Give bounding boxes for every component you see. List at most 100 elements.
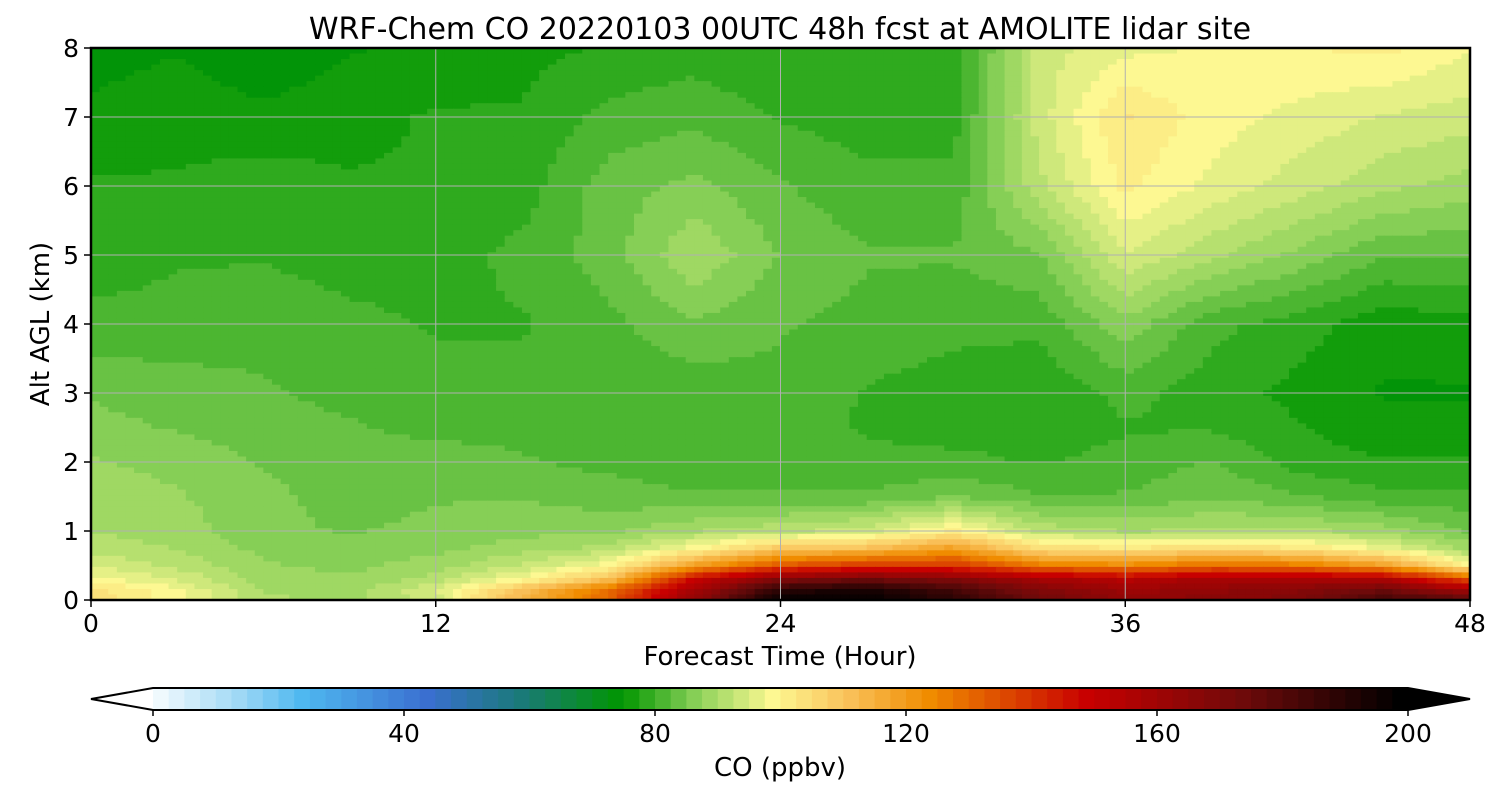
contour-cell — [340, 53, 351, 60]
contour-cell — [470, 64, 480, 71]
contour-cell — [1194, 119, 1204, 126]
contour-cell — [1228, 64, 1238, 71]
contour-cell — [444, 130, 454, 137]
contour-cell — [1004, 81, 1014, 88]
contour-cell — [1297, 180, 1307, 187]
contour-cell — [832, 108, 842, 115]
contour-cell — [1254, 141, 1264, 148]
contour-cell — [1039, 147, 1049, 154]
contour-cell — [1030, 197, 1040, 204]
contour-cell — [194, 130, 204, 137]
contour-cell — [978, 92, 988, 99]
contour-cell — [1064, 125, 1075, 132]
contour-cell — [1289, 119, 1299, 126]
contour-cell — [142, 197, 152, 204]
contour-cell — [565, 125, 575, 132]
contour-cell — [1021, 86, 1032, 93]
contour-cell — [254, 202, 264, 209]
contour-cell — [1185, 59, 1195, 66]
contour-cell — [392, 125, 402, 132]
contour-cell — [1383, 136, 1394, 143]
contour-cell — [590, 158, 601, 165]
contour-cell — [1357, 141, 1368, 148]
contour-cell — [427, 81, 437, 88]
contour-cell — [1021, 197, 1032, 204]
contour-cell — [702, 202, 713, 209]
contour-cell — [280, 202, 290, 209]
contour-cell — [1435, 53, 1445, 60]
contour-cell — [1039, 125, 1049, 132]
contour-cell — [496, 70, 506, 77]
contour-cell — [125, 48, 135, 55]
contour-cell — [1306, 136, 1316, 143]
contour-cell — [1383, 152, 1394, 159]
contour-cell — [220, 213, 230, 220]
contour-cell — [1168, 169, 1178, 176]
contour-cell — [659, 125, 670, 132]
contour-cell — [1461, 59, 1471, 66]
contour-cell — [539, 186, 549, 193]
contour-cell — [366, 208, 377, 215]
contour-cell — [108, 119, 118, 126]
contour-cell — [565, 213, 575, 220]
contour-cell — [651, 180, 661, 187]
contour-cell — [1211, 97, 1221, 104]
contour-cell — [720, 163, 730, 171]
contour-cell — [125, 86, 135, 93]
contour-cell — [1280, 197, 1290, 204]
contour-cell — [125, 108, 135, 115]
contour-cell — [1444, 97, 1454, 104]
contour-cell — [211, 219, 221, 226]
contour-cell — [159, 163, 170, 171]
contour-cell — [1237, 53, 1247, 60]
contour-cell — [194, 158, 204, 165]
contour-cell — [1039, 174, 1049, 182]
contour-cell — [608, 92, 618, 99]
contour-cell — [806, 64, 816, 71]
contour-cell — [970, 141, 980, 148]
contour-cell — [530, 202, 540, 209]
contour-cell — [177, 108, 187, 115]
contour-cell — [556, 169, 566, 176]
contour-cell — [883, 48, 894, 55]
contour-cell — [1211, 202, 1221, 209]
contour-cell — [392, 92, 402, 99]
contour-cell — [1332, 208, 1342, 215]
contour-cell — [1159, 125, 1169, 132]
contour-cell — [883, 119, 894, 126]
contour-cell — [1108, 186, 1118, 193]
contour-cell — [995, 136, 1006, 143]
contour-cell — [763, 48, 773, 55]
contour-cell — [1142, 81, 1152, 88]
contour-cell — [944, 208, 954, 215]
contour-cell — [1056, 92, 1066, 99]
contour-cell — [952, 130, 963, 137]
contour-cell — [633, 186, 644, 193]
contour-cell — [159, 53, 170, 60]
contour-cell — [1108, 64, 1118, 71]
contour-cell — [194, 186, 204, 193]
contour-cell — [1297, 169, 1307, 176]
contour-cell — [599, 163, 609, 171]
contour-cell — [1056, 208, 1066, 215]
contour-cell — [590, 108, 601, 115]
contour-cell — [246, 59, 256, 66]
contour-cell — [995, 163, 1006, 171]
contour-cell — [694, 53, 704, 60]
contour-cell — [246, 147, 256, 154]
contour-cell — [108, 64, 118, 71]
contour-cell — [590, 64, 601, 71]
contour-cell — [720, 48, 730, 55]
contour-cell — [263, 169, 273, 176]
contour-cell — [1116, 208, 1126, 215]
contour-cell — [1039, 86, 1049, 93]
contour-cell — [418, 186, 428, 193]
contour-cell — [470, 70, 480, 77]
contour-cell — [754, 70, 764, 77]
contour-cell — [978, 59, 988, 66]
contour-cell — [832, 59, 842, 66]
contour-cell — [1349, 163, 1359, 171]
contour-cell — [565, 108, 575, 115]
contour-cell — [358, 197, 368, 204]
contour-cell — [1176, 125, 1187, 132]
